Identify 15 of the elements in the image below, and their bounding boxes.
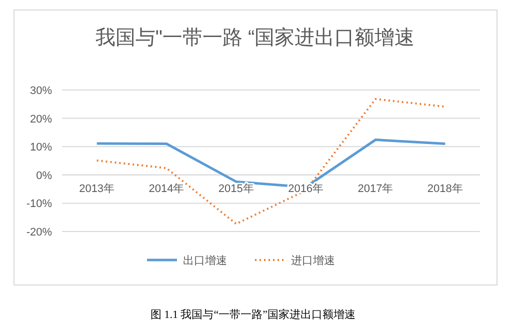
y-tick-label: 10%: [30, 142, 52, 154]
y-tick-label: 0%: [36, 170, 52, 182]
y-tick-label: -10%: [26, 198, 52, 210]
caption: 图 1.1 我国与“一带一路”国家进出口额增速: [150, 308, 356, 321]
legend-label: 进口增速: [291, 254, 335, 267]
x-tick-label: 2017年: [358, 182, 394, 195]
y-tick-label: 20%: [30, 113, 52, 126]
x-tick-label: 2013年: [79, 182, 115, 195]
y-tick-label: 30%: [30, 85, 52, 97]
y-tick-label: -20%: [26, 226, 52, 238]
legend-label: 出口增速: [183, 254, 227, 267]
x-tick-label: 2018年: [427, 182, 463, 195]
chart-title: 我国与"一带一路 “国家进出口额增速: [95, 27, 415, 49]
x-tick-label: 2015年: [218, 182, 254, 195]
x-tick-label: 2014年: [148, 182, 184, 195]
